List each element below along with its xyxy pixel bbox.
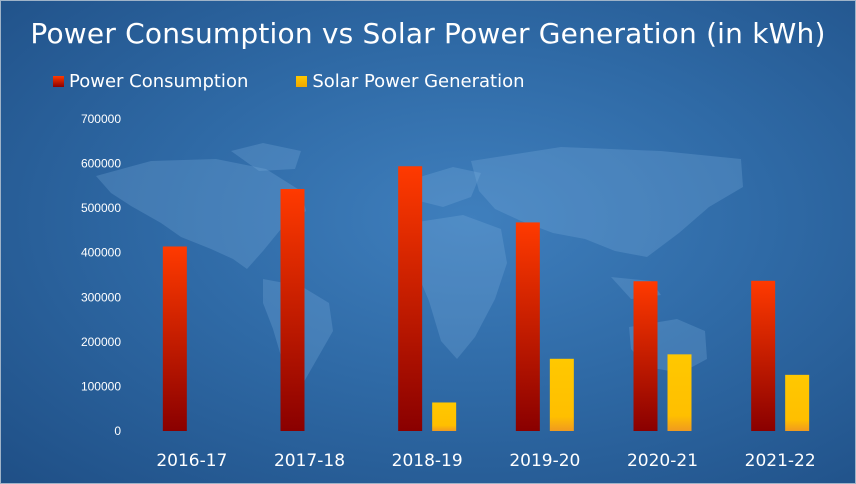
x-category-label: 2019-20 bbox=[509, 451, 580, 471]
bar-solar-generation bbox=[785, 374, 810, 431]
legend-swatch-solar bbox=[296, 76, 308, 87]
y-tick-label: 0 bbox=[114, 424, 121, 438]
x-category-label: 2020-21 bbox=[627, 451, 698, 471]
bar-power-consumption bbox=[515, 222, 540, 431]
y-tick-label: 400000 bbox=[81, 246, 121, 260]
x-category-label: 2016-17 bbox=[156, 451, 227, 471]
y-tick-label: 700000 bbox=[81, 112, 121, 126]
y-tick-label: 600000 bbox=[81, 157, 121, 171]
bar-power-consumption bbox=[398, 166, 423, 431]
legend-item-consumption: Power Consumption bbox=[53, 71, 248, 92]
y-tick-label: 300000 bbox=[81, 290, 121, 304]
legend: Power Consumption Solar Power Generation bbox=[53, 71, 573, 92]
legend-label-solar: Solar Power Generation bbox=[312, 71, 525, 92]
x-category-label: 2017-18 bbox=[274, 451, 345, 471]
bar-power-consumption bbox=[162, 246, 187, 431]
legend-swatch-consumption bbox=[53, 76, 64, 87]
bar-power-consumption bbox=[633, 281, 658, 431]
y-tick-label: 500000 bbox=[81, 201, 121, 215]
chart-title: Power Consumption vs Solar Power Generat… bbox=[30, 17, 826, 50]
bar-solar-generation bbox=[667, 354, 692, 431]
legend-item-solar: Solar Power Generation bbox=[296, 71, 525, 92]
bars bbox=[162, 166, 810, 431]
bar-power-consumption bbox=[751, 280, 776, 431]
bar-solar-generation bbox=[432, 402, 457, 431]
y-tick-label: 200000 bbox=[81, 335, 121, 349]
x-axis-labels: 2016-17 2017-18 2018-19 2019-20 2020-21 2021-… bbox=[156, 451, 815, 471]
legend-label-consumption: Power Consumption bbox=[69, 71, 249, 92]
x-category-label: 2021-22 bbox=[745, 451, 816, 471]
bar-solar-generation bbox=[549, 358, 574, 431]
x-category-label: 2018-19 bbox=[392, 451, 463, 471]
y-tick-label: 100000 bbox=[81, 379, 121, 393]
bar-power-consumption bbox=[280, 188, 305, 431]
y-axis-ticks: 0 100000 200000 300000 400000 500000 600000 700… bbox=[81, 112, 121, 438]
